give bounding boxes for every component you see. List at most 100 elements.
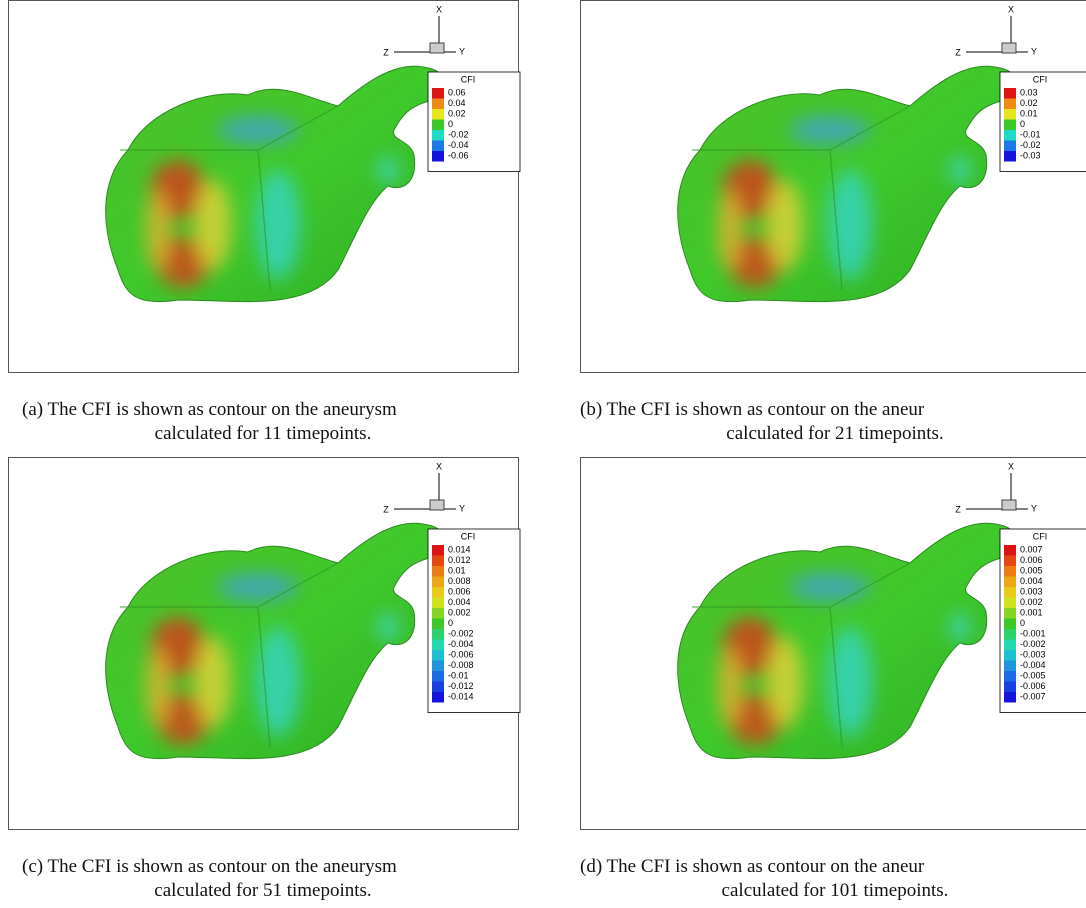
legend-swatch bbox=[432, 99, 444, 110]
contour-patch bbox=[718, 647, 742, 727]
legend-label: -0.014 bbox=[448, 692, 474, 702]
axis-label-z: Z bbox=[383, 504, 389, 514]
legend-label: 0.01 bbox=[448, 566, 466, 576]
legend-swatch bbox=[432, 640, 444, 651]
legend-swatch bbox=[1004, 577, 1016, 588]
legend-swatch bbox=[1004, 130, 1016, 141]
legend-swatch bbox=[1004, 692, 1016, 703]
caption-line: calculated for 51 timepoints. bbox=[154, 880, 371, 901]
contour-patch bbox=[790, 573, 870, 601]
legend-title: CFI bbox=[461, 531, 476, 541]
legend-swatch bbox=[1004, 661, 1016, 672]
legend-swatch bbox=[1004, 566, 1016, 577]
legend-swatch bbox=[432, 88, 444, 99]
caption-line: calculated for 21 timepoints. bbox=[726, 423, 943, 444]
legend-swatch bbox=[432, 577, 444, 588]
legend-label: 0.04 bbox=[448, 98, 466, 108]
legend-label: 0.001 bbox=[1020, 608, 1043, 618]
legend-label: 0.02 bbox=[448, 109, 466, 119]
axis-label-y: Y bbox=[459, 503, 465, 513]
legend-swatch bbox=[1004, 109, 1016, 120]
legend-label: 0.002 bbox=[448, 608, 471, 618]
legend-swatch bbox=[1004, 650, 1016, 661]
legend-label: 0.005 bbox=[1020, 566, 1043, 576]
axis-cube bbox=[430, 500, 444, 510]
contour-patch bbox=[950, 613, 970, 641]
legend-label: 0.004 bbox=[1020, 576, 1043, 586]
axis-label-y: Y bbox=[1031, 503, 1037, 513]
legend-swatch bbox=[1004, 556, 1016, 567]
legend-label: -0.001 bbox=[1020, 629, 1046, 639]
legend-swatch bbox=[1004, 99, 1016, 110]
axis-label-y: Y bbox=[1031, 46, 1037, 56]
legend-swatch bbox=[432, 671, 444, 682]
legend-swatch bbox=[432, 141, 444, 152]
legend-label: -0.006 bbox=[1020, 681, 1046, 691]
contour-patch bbox=[146, 190, 170, 270]
legend-label: -0.01 bbox=[1020, 130, 1041, 140]
contour-patch bbox=[378, 156, 398, 184]
contour-patch bbox=[828, 170, 872, 280]
axis-label-x: X bbox=[436, 461, 442, 471]
axis-label-z: Z bbox=[955, 504, 961, 514]
legend-label: 0.007 bbox=[1020, 545, 1043, 555]
contour-patch bbox=[828, 627, 872, 737]
legend-swatch bbox=[432, 629, 444, 640]
legend-label: 0.002 bbox=[1020, 597, 1043, 607]
legend-label: 0.06 bbox=[448, 88, 466, 98]
legend-label: 0.02 bbox=[1020, 98, 1038, 108]
contour-patch bbox=[195, 637, 231, 727]
legend-label: -0.002 bbox=[1020, 639, 1046, 649]
legend-swatch bbox=[432, 619, 444, 630]
legend-swatch bbox=[432, 587, 444, 598]
axis-label-z: Z bbox=[383, 47, 389, 57]
legend-label: 0.006 bbox=[448, 587, 471, 597]
legend-label: -0.03 bbox=[1020, 151, 1041, 161]
caption-line: (c) The CFI is shown as contour on the a… bbox=[22, 856, 397, 877]
legend-label: 0.004 bbox=[448, 597, 471, 607]
axis-label-x: X bbox=[1008, 4, 1014, 14]
legend-label: -0.005 bbox=[1020, 671, 1046, 681]
legend-label: -0.01 bbox=[448, 671, 469, 681]
legend-swatch bbox=[432, 556, 444, 567]
legend-label: -0.007 bbox=[1020, 692, 1046, 702]
legend-swatch bbox=[1004, 545, 1016, 556]
legend-title: CFI bbox=[461, 74, 476, 84]
caption-line: calculated for 11 timepoints. bbox=[155, 423, 372, 444]
contour-patch bbox=[790, 116, 870, 144]
legend-swatch bbox=[1004, 120, 1016, 131]
legend-label: -0.06 bbox=[448, 151, 469, 161]
legend-label: 0.008 bbox=[448, 576, 471, 586]
legend-swatch bbox=[1004, 640, 1016, 651]
legend-swatch bbox=[432, 682, 444, 693]
legend-label: -0.02 bbox=[448, 130, 469, 140]
contour-patch bbox=[195, 180, 231, 270]
caption-line: calculated for 101 timepoints. bbox=[722, 880, 949, 901]
legend-swatch bbox=[432, 661, 444, 672]
legend-label: 0.012 bbox=[448, 555, 471, 565]
legend-label: 0.03 bbox=[1020, 88, 1038, 98]
legend-title: CFI bbox=[1033, 74, 1048, 84]
legend-swatch bbox=[432, 650, 444, 661]
legend-label: -0.002 bbox=[448, 629, 474, 639]
legend-swatch bbox=[1004, 587, 1016, 598]
legend-label: -0.004 bbox=[448, 639, 474, 649]
legend-swatch bbox=[1004, 141, 1016, 152]
legend-swatch bbox=[1004, 88, 1016, 99]
legend-label: 0 bbox=[448, 618, 453, 628]
legend-label: 0 bbox=[1020, 119, 1025, 129]
legend-swatch bbox=[432, 109, 444, 120]
legend-label: 0.01 bbox=[1020, 109, 1038, 119]
legend-swatch bbox=[1004, 598, 1016, 609]
caption-line: (b) The CFI is shown as contour on the a… bbox=[580, 399, 925, 420]
legend-label: 0.006 bbox=[1020, 555, 1043, 565]
contour-patch bbox=[218, 573, 298, 601]
panel: XZYCFI0.0070.0060.0050.0040.0030.0020.00… bbox=[580, 458, 1086, 902]
contour-patch bbox=[718, 190, 742, 270]
legend-title: CFI bbox=[1033, 531, 1048, 541]
legend-swatch bbox=[432, 130, 444, 141]
legend-swatch bbox=[1004, 682, 1016, 693]
axis-label-z: Z bbox=[955, 47, 961, 57]
